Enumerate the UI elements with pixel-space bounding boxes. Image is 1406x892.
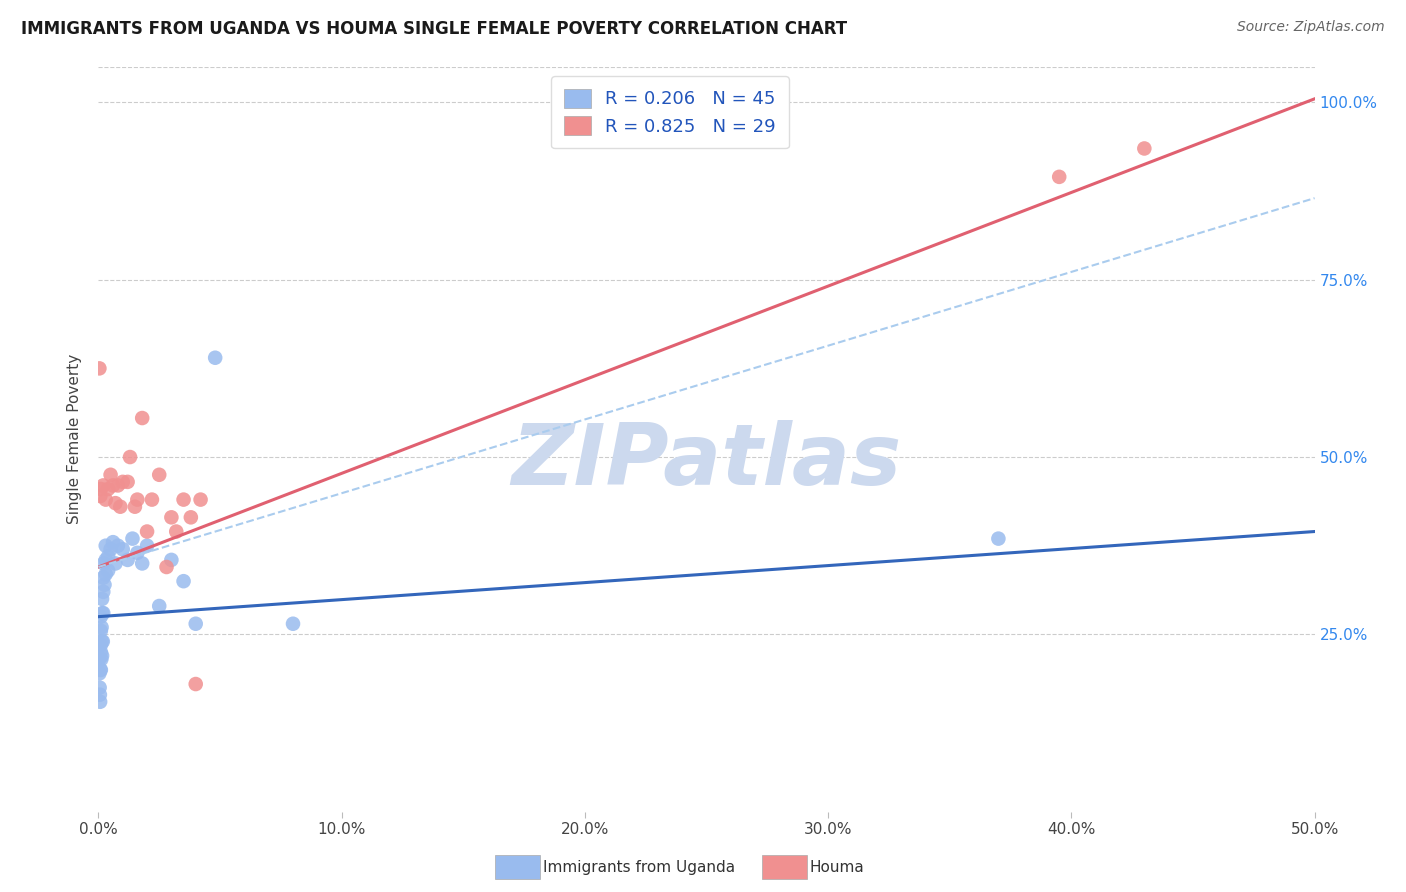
Point bbox=[281, 616, 304, 631]
Point bbox=[89, 681, 111, 695]
Point bbox=[90, 663, 112, 677]
Legend: R = 0.206   N = 45, R = 0.825   N = 29: R = 0.206 N = 45, R = 0.825 N = 29 bbox=[551, 76, 789, 148]
Point bbox=[97, 482, 120, 496]
Point bbox=[91, 591, 114, 606]
Point bbox=[97, 549, 120, 564]
Point bbox=[89, 361, 111, 376]
Point bbox=[90, 482, 112, 496]
Point bbox=[173, 574, 195, 589]
Point bbox=[91, 478, 114, 492]
Point bbox=[101, 478, 124, 492]
Point bbox=[184, 677, 207, 691]
Point bbox=[141, 492, 163, 507]
Point bbox=[111, 542, 134, 557]
Point bbox=[204, 351, 226, 365]
Point bbox=[91, 606, 114, 620]
Point bbox=[190, 492, 212, 507]
Point bbox=[89, 695, 111, 709]
Point bbox=[117, 475, 139, 489]
Point bbox=[94, 492, 117, 507]
Text: Immigrants from Uganda: Immigrants from Uganda bbox=[543, 860, 735, 874]
Point bbox=[121, 532, 143, 546]
Point bbox=[987, 532, 1010, 546]
Point bbox=[148, 599, 170, 613]
Text: Houma: Houma bbox=[810, 860, 865, 874]
Text: IMMIGRANTS FROM UGANDA VS HOUMA SINGLE FEMALE POVERTY CORRELATION CHART: IMMIGRANTS FROM UGANDA VS HOUMA SINGLE F… bbox=[21, 20, 848, 37]
Point bbox=[173, 492, 195, 507]
Point bbox=[104, 496, 127, 510]
Point bbox=[89, 666, 111, 681]
Point bbox=[90, 634, 112, 648]
Point bbox=[97, 564, 120, 578]
Point bbox=[136, 539, 159, 553]
Point bbox=[117, 553, 139, 567]
Point bbox=[127, 546, 149, 560]
Point bbox=[131, 411, 153, 425]
Point bbox=[89, 489, 111, 503]
Point bbox=[91, 571, 114, 585]
Point bbox=[107, 539, 129, 553]
Text: Source: ZipAtlas.com: Source: ZipAtlas.com bbox=[1237, 20, 1385, 34]
Point bbox=[104, 557, 127, 571]
Point bbox=[91, 648, 114, 663]
Point bbox=[107, 478, 129, 492]
Point bbox=[90, 645, 112, 659]
Point bbox=[101, 535, 124, 549]
Point bbox=[127, 492, 149, 507]
Point bbox=[100, 542, 122, 557]
Point bbox=[94, 539, 117, 553]
Point bbox=[100, 467, 122, 482]
Point bbox=[93, 557, 115, 571]
Text: ZIPatlas: ZIPatlas bbox=[512, 420, 901, 503]
Point bbox=[110, 500, 132, 514]
Point bbox=[1047, 169, 1070, 184]
Point bbox=[124, 500, 146, 514]
Point bbox=[155, 560, 177, 574]
Point bbox=[111, 475, 134, 489]
Point bbox=[184, 616, 207, 631]
Point bbox=[91, 634, 114, 648]
Y-axis label: Single Female Poverty: Single Female Poverty bbox=[67, 354, 83, 524]
Point bbox=[136, 524, 159, 539]
Point bbox=[90, 652, 112, 666]
Point bbox=[89, 652, 111, 666]
Point bbox=[91, 584, 114, 599]
Point bbox=[90, 624, 112, 638]
Point bbox=[180, 510, 202, 524]
Point bbox=[118, 450, 141, 464]
Point bbox=[89, 663, 111, 677]
Point bbox=[90, 638, 112, 652]
Point bbox=[90, 620, 112, 634]
Point bbox=[131, 557, 153, 571]
Point bbox=[160, 553, 183, 567]
Point bbox=[90, 609, 112, 624]
Point bbox=[89, 688, 111, 702]
Point bbox=[148, 467, 170, 482]
Point bbox=[160, 510, 183, 524]
Point bbox=[165, 524, 187, 539]
Point bbox=[94, 553, 117, 567]
Point bbox=[1133, 141, 1156, 155]
Point bbox=[94, 567, 117, 582]
Point bbox=[93, 578, 115, 592]
Point bbox=[91, 606, 114, 620]
